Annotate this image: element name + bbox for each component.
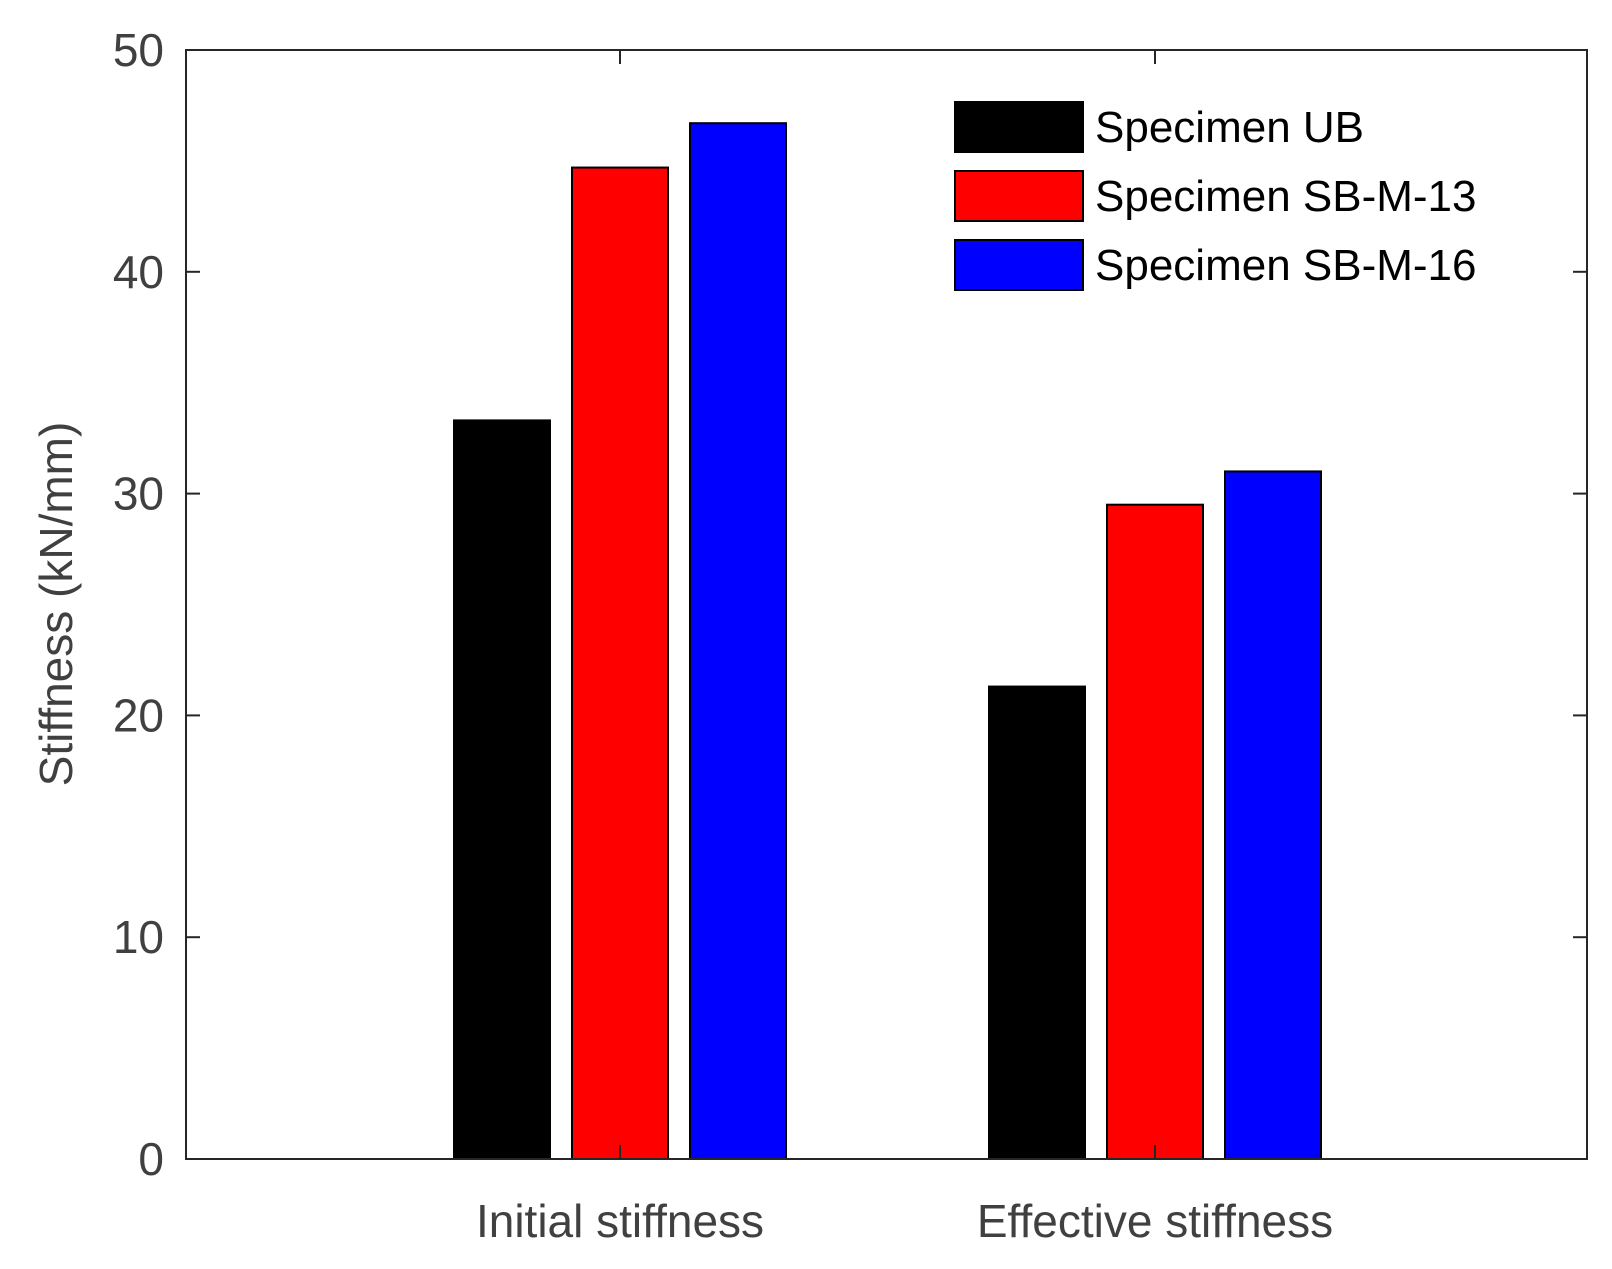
y-tick-label-10: 10: [113, 911, 164, 963]
bars-group: [453, 122, 1322, 1161]
legend: Specimen UB Specimen SB-M-13 Specimen SB-M…: [954, 101, 1476, 291]
x-tick-label-initial-stiffness: Initial stiffness: [476, 1195, 764, 1247]
bar-effective-stiffness-specimen-sb-m-16: [1224, 470, 1322, 1161]
legend-swatch-specimen-sb-m-13: [954, 170, 1084, 222]
legend-label-specimen-sb-m-16: Specimen SB-M-16: [1095, 241, 1476, 290]
y-tick-label-0: 0: [138, 1133, 164, 1185]
legend-swatch-specimen-sb-m-16: [954, 239, 1084, 291]
y-axis-title: Stiffness (kN/mm): [30, 422, 82, 787]
y-tick-label-50: 50: [113, 24, 164, 76]
bar-effective-stiffness-specimen-ub: [988, 685, 1086, 1160]
legend-label-specimen-sb-m-13: Specimen SB-M-13: [1095, 172, 1476, 221]
plot-frame: [185, 49, 1588, 1160]
bar-initial-stiffness-specimen-ub: [453, 419, 551, 1160]
ticks-group: 0 10 20 30 40 50 Initial stiffness Effective st…: [113, 24, 1587, 1247]
legend-label-specimen-ub: Specimen UB: [1095, 103, 1364, 152]
bar-effective-stiffness-specimen-sb-m-13: [1106, 503, 1204, 1160]
plot-background: [186, 50, 1587, 1159]
bar-initial-stiffness-specimen-sb-m-13: [571, 166, 669, 1160]
y-tick-label-20: 20: [113, 689, 164, 741]
y-tick-label-40: 40: [113, 246, 164, 298]
legend-swatch-specimen-ub: [954, 101, 1084, 153]
bar-initial-stiffness-specimen-sb-m-16: [689, 122, 787, 1161]
y-tick-label-30: 30: [113, 468, 164, 520]
x-tick-label-effective-stiffness: Effective stiffness: [977, 1195, 1333, 1247]
